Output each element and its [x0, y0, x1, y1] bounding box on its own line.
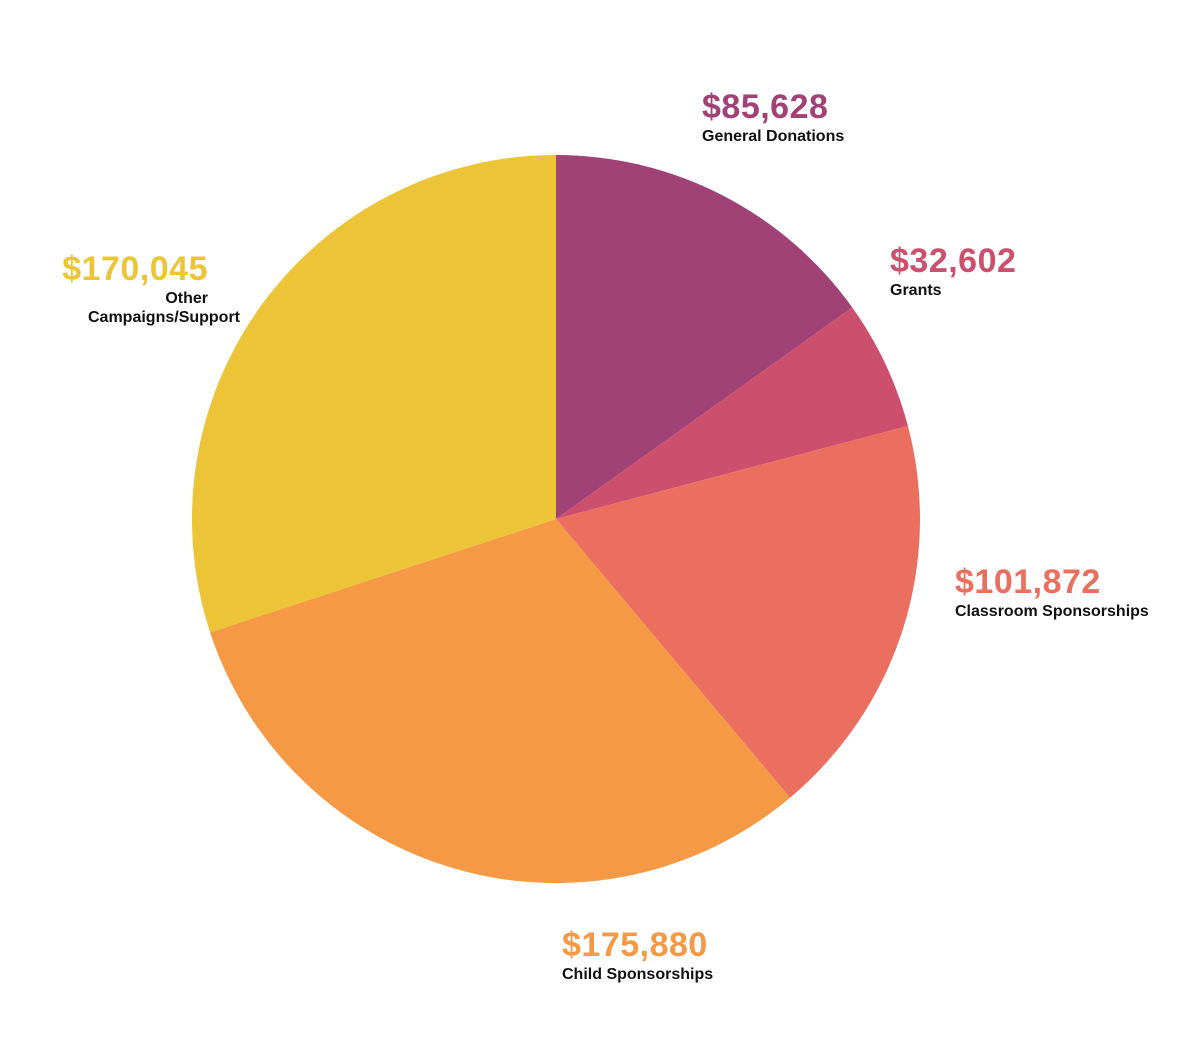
- pie-slice-child-sponsorships: [210, 519, 791, 884]
- label-other-campaigns: $170,045 Other Campaigns/Support: [20, 250, 241, 327]
- name-grants: Grants: [890, 282, 942, 299]
- name-child-sponsorships: Child Sponsorships: [562, 966, 714, 983]
- label-general-donations: $85,628 General Donations: [702, 90, 844, 146]
- amount-general-donations: $85,628: [702, 88, 829, 126]
- pie-slice-other-campaigns-support: [191, 155, 556, 633]
- pie-slice-grants: [556, 307, 908, 519]
- pie-slice-general-donations: [556, 155, 853, 519]
- label-grants: $32,602 Grants: [890, 244, 1016, 300]
- label-classroom-sponsorships: $101,872 Classroom Sponsorships: [955, 565, 1149, 621]
- pie-slice-classroom-sponsorships: [556, 425, 921, 798]
- amount-child-sponsorships: $175,880: [562, 926, 708, 964]
- name-classroom-sponsorships: Classroom Sponsorships: [955, 603, 1149, 620]
- name-other-campaigns: Other Campaigns/Support: [88, 290, 241, 327]
- amount-grants: $32,602: [890, 242, 1017, 280]
- label-child-sponsorships: $175,880 Child Sponsorships: [562, 928, 713, 984]
- amount-classroom-sponsorships: $101,872: [955, 563, 1101, 601]
- name-general-donations: General Donations: [702, 128, 845, 145]
- amount-other-campaigns: $170,045: [62, 250, 208, 288]
